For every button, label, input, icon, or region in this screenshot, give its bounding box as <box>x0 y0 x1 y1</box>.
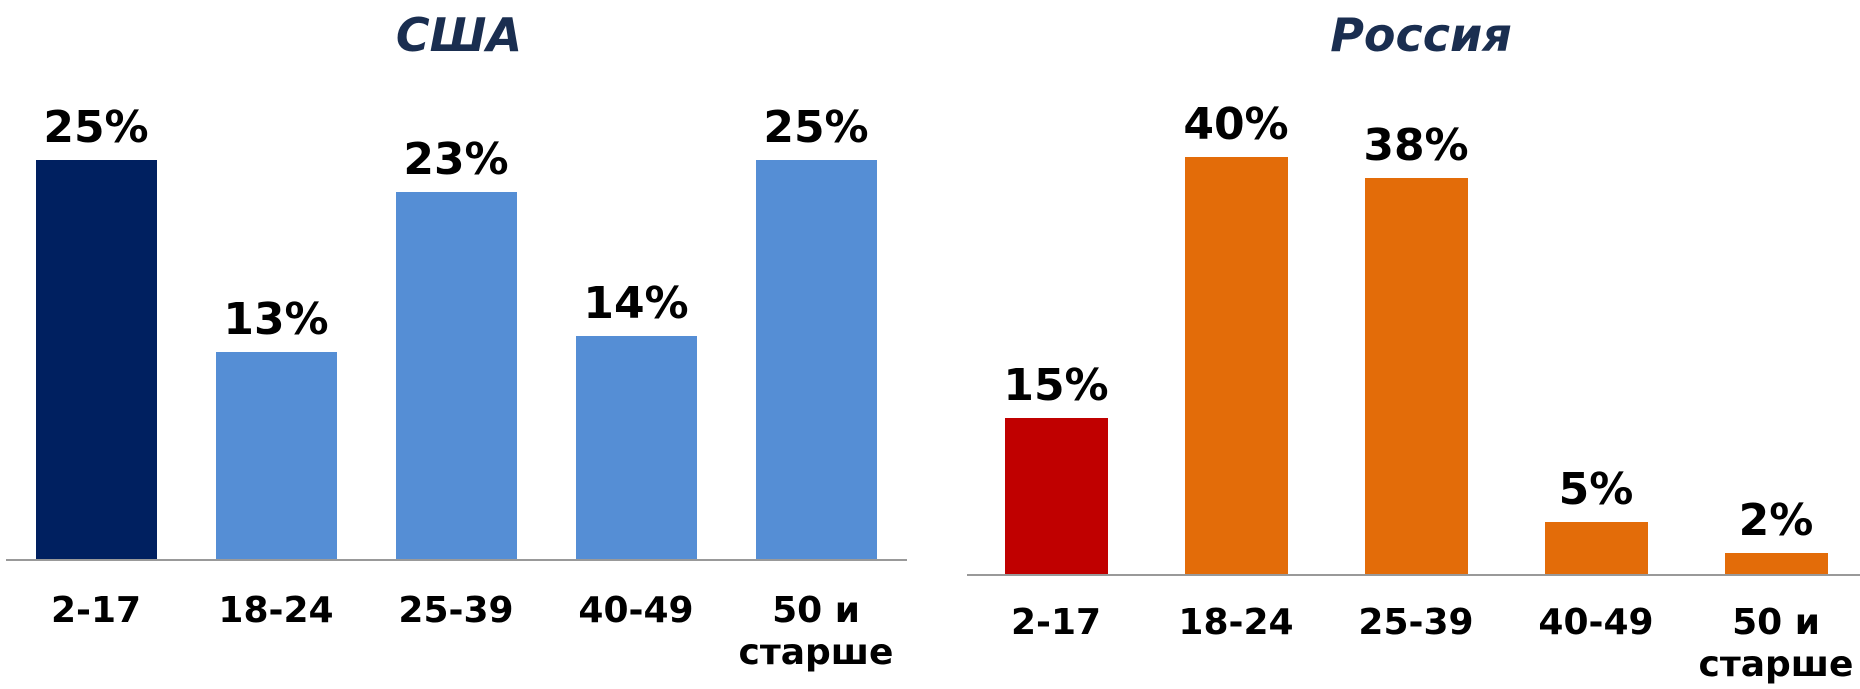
value-label: 14% <box>583 277 689 329</box>
value-label: 23% <box>403 133 509 185</box>
bar <box>1364 177 1468 574</box>
category-label: 18-24 <box>218 590 334 631</box>
value-label: 40% <box>1183 99 1289 150</box>
category-label: 2-17 <box>50 590 142 631</box>
value-label: 5% <box>1558 463 1634 515</box>
category-label: 25-39 <box>1358 602 1474 643</box>
bar <box>755 160 877 559</box>
axis-line <box>6 559 907 561</box>
value-label: 2% <box>1738 495 1814 547</box>
chart-title: Россия <box>1330 8 1512 62</box>
value-label: 25% <box>43 102 149 153</box>
category-label: 50 и старше <box>1698 602 1854 685</box>
bar <box>1004 417 1108 574</box>
value-label: 15% <box>1003 359 1109 411</box>
bar <box>395 191 517 559</box>
bar <box>575 335 697 559</box>
category-label: 40-49 <box>578 590 694 631</box>
bar <box>1184 157 1288 574</box>
category-label: 25-39 <box>398 590 514 631</box>
bar <box>1544 521 1648 574</box>
value-label: 13% <box>223 293 329 345</box>
category-label: 2-17 <box>1010 602 1102 643</box>
value-label: 25% <box>763 102 869 153</box>
bar <box>1724 553 1828 574</box>
value-label: 38% <box>1363 119 1469 171</box>
category-label: 40-49 <box>1538 602 1654 643</box>
category-label: 50 и старше <box>738 590 894 673</box>
category-label: 18-24 <box>1178 602 1294 643</box>
axis-line <box>967 574 1860 576</box>
bar <box>215 351 337 559</box>
chart-title: США <box>395 8 523 62</box>
bar <box>35 160 157 559</box>
